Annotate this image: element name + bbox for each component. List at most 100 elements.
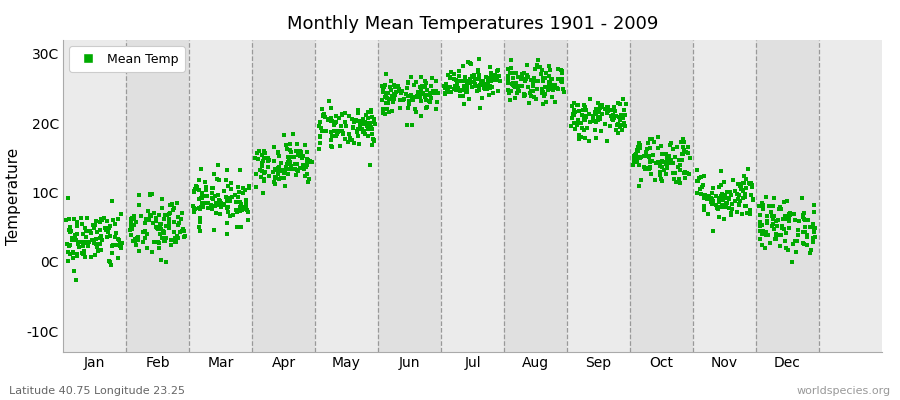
Point [197, 193, 211, 199]
Point [517, 70, 531, 76]
Point [292, 164, 307, 171]
Point [123, 224, 138, 230]
Point [335, 128, 349, 134]
Point [359, 112, 374, 118]
Point [76, 251, 90, 257]
Point [268, 175, 283, 182]
Point [239, 201, 254, 208]
Point [95, 217, 110, 224]
Point [418, 94, 433, 100]
Point [556, 89, 571, 95]
Point [361, 126, 375, 132]
Point [201, 204, 215, 211]
Point [377, 84, 392, 90]
Point [649, 160, 663, 166]
Point [796, 212, 810, 219]
Point [325, 144, 339, 150]
Point [143, 212, 157, 219]
Point [487, 77, 501, 83]
Point [205, 190, 220, 196]
Point [98, 225, 112, 231]
Point [544, 76, 559, 82]
Point [778, 244, 793, 251]
Point [776, 216, 790, 222]
Point [706, 228, 720, 234]
Point [636, 153, 651, 160]
Point [168, 238, 183, 245]
Point [429, 88, 444, 94]
Point [547, 82, 562, 88]
Point [190, 183, 204, 190]
Point [151, 238, 166, 245]
Bar [63, 40, 126, 352]
Point [493, 78, 508, 85]
Point [677, 139, 691, 145]
Point [262, 172, 276, 179]
Point [223, 198, 238, 204]
Point [727, 198, 742, 204]
Point [439, 89, 454, 96]
Point [695, 183, 709, 190]
Point [721, 195, 735, 201]
Point [174, 216, 188, 222]
Point [705, 196, 719, 202]
Point [736, 180, 751, 186]
Point [796, 210, 811, 217]
Point [522, 100, 536, 106]
Point [782, 213, 796, 219]
Point [383, 84, 398, 90]
Point [312, 122, 327, 129]
Point [673, 180, 688, 186]
Point [573, 134, 588, 140]
Point [533, 64, 547, 70]
Point [577, 126, 591, 133]
Point [423, 92, 437, 98]
Point [148, 218, 163, 224]
Point [500, 80, 515, 86]
Point [770, 236, 784, 242]
Point [473, 78, 488, 84]
Point [241, 208, 256, 215]
Point [414, 83, 428, 89]
Point [102, 225, 116, 232]
Point [795, 195, 809, 202]
Point [159, 259, 174, 266]
Point [667, 176, 681, 182]
Point [103, 223, 117, 230]
Point [193, 205, 207, 212]
Point [781, 218, 796, 224]
Point [527, 65, 542, 72]
Point [79, 228, 94, 234]
Point [462, 96, 476, 102]
Point [301, 157, 315, 163]
Point [102, 257, 116, 264]
Point [712, 204, 726, 210]
Point [158, 238, 172, 245]
Point [634, 177, 648, 184]
Point [112, 243, 127, 249]
Bar [441, 40, 504, 352]
Point [472, 72, 486, 78]
Point [454, 78, 469, 84]
Point [541, 87, 555, 94]
Point [449, 87, 464, 94]
Point [777, 226, 791, 232]
Point [220, 230, 235, 237]
Point [483, 70, 498, 76]
Point [234, 202, 248, 208]
Point [361, 115, 375, 122]
Point [544, 76, 558, 82]
Point [705, 190, 719, 196]
Point [361, 122, 375, 128]
Point [140, 230, 155, 237]
Point [702, 193, 716, 199]
Point [302, 158, 317, 164]
Point [701, 210, 716, 217]
Point [428, 106, 443, 112]
Bar [189, 40, 252, 352]
Point [396, 97, 410, 104]
Point [611, 120, 625, 127]
Point [806, 235, 820, 242]
Point [234, 201, 248, 207]
Point [345, 116, 359, 122]
